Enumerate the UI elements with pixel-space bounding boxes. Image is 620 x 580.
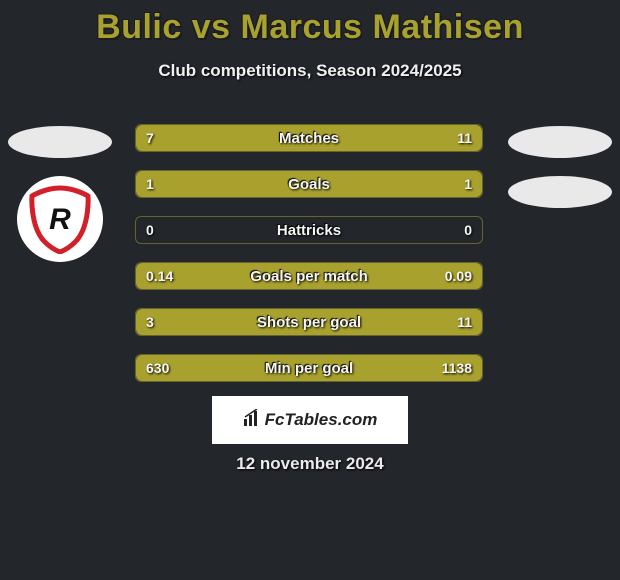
left-player-column: R <box>0 120 120 262</box>
stat-bar-right <box>259 355 482 381</box>
stat-bar-left <box>136 125 271 151</box>
club-logo-letter: R <box>49 203 71 236</box>
brand-text: FcTables.com <box>265 410 378 430</box>
stat-row: Goals per match0.140.09 <box>135 262 483 290</box>
stat-bar-right <box>271 125 482 151</box>
left-player-photo-placeholder <box>8 126 112 158</box>
stat-label: Hattricks <box>136 217 482 243</box>
stat-row: Goals11 <box>135 170 483 198</box>
brand-footer: FcTables.com <box>212 396 408 444</box>
stat-row: Min per goal6301138 <box>135 354 483 382</box>
stat-row: Matches711 <box>135 124 483 152</box>
left-player-club-logo: R <box>17 176 103 262</box>
right-player-photo-placeholder <box>508 126 612 158</box>
generated-date: 12 november 2024 <box>0 454 620 474</box>
stat-bar-left <box>136 355 259 381</box>
stat-row: Hattricks0 0 <box>135 216 483 244</box>
right-player-column <box>500 120 620 226</box>
brand-chart-icon <box>243 409 261 432</box>
stat-bar-left <box>136 171 309 197</box>
stat-right-value: 0 <box>464 217 472 243</box>
stat-bar-right <box>347 263 482 289</box>
right-player-club-placeholder <box>508 176 612 208</box>
stat-left-value: 0 <box>146 217 154 243</box>
stat-bar-left <box>136 309 210 335</box>
stat-row: Shots per goal311 <box>135 308 483 336</box>
stat-bar-left <box>136 263 347 289</box>
stats-bars-container: Matches711 Goals11 Hattricks0 0 Goals per ma… <box>135 124 483 400</box>
comparison-subtitle: Club competitions, Season 2024/2025 <box>0 61 620 81</box>
club-logo-icon: R <box>25 184 95 254</box>
comparison-title: Bulic vs Marcus Mathisen <box>0 0 620 47</box>
stat-bar-right <box>309 171 482 197</box>
stat-bar-right <box>210 309 482 335</box>
